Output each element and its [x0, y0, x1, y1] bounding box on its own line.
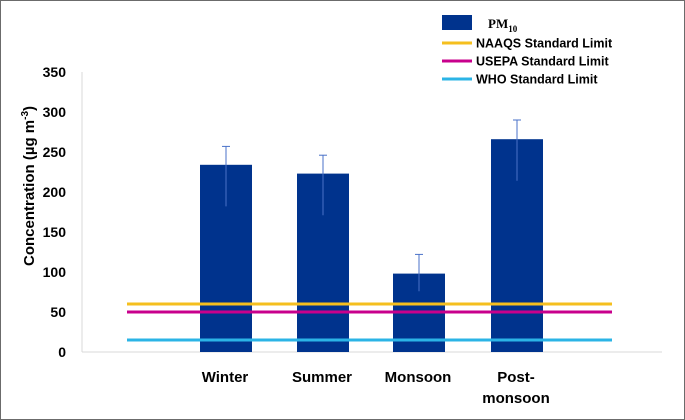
y-axis-label-close: ) — [21, 106, 38, 111]
y-tick-label: 250 — [43, 144, 67, 160]
category-label: Post-monsoon — [482, 369, 550, 407]
category-label: Summer — [292, 369, 352, 386]
y-axis-ticks: 0 50 100 150 200 250 300 350 — [43, 64, 67, 360]
category-label-line: Summer — [292, 369, 352, 386]
legend-label-pm10: PM10 — [488, 16, 518, 34]
legend-label-pm10-sub: 10 — [508, 24, 518, 34]
error-bar — [222, 145, 230, 207]
y-tick-label: 300 — [43, 104, 67, 120]
error-bar — [415, 253, 423, 292]
category-label-line: Monsoon — [385, 369, 452, 386]
category-label-line: Post- — [497, 369, 535, 386]
category-label-line: monsoon — [482, 390, 550, 407]
y-tick-label: 50 — [50, 304, 66, 320]
y-axis-label: Concentration (µg m-3) — [20, 106, 38, 266]
legend-label-usepa: USEPA Standard Limit — [476, 55, 609, 69]
category-label-line: Winter — [202, 369, 249, 386]
y-tick-label: 0 — [58, 344, 66, 360]
error-bar — [513, 119, 521, 181]
y-tick-label: 200 — [43, 184, 67, 200]
x-axis-categories: Winter Summer Monsoon Post-monsoon — [202, 369, 550, 407]
reference-lines — [127, 302, 612, 342]
y-tick-label: 100 — [43, 264, 67, 280]
y-axis-label-superscript: -3 — [20, 111, 31, 120]
y-axis-label-main: Concentration (µg m — [21, 120, 38, 266]
legend: PM10 NAAQS Standard Limit USEPA Standard L… — [442, 15, 613, 87]
category-label: Monsoon — [385, 369, 452, 386]
legend-label-pm10-base: PM — [488, 16, 508, 31]
error-bar — [319, 154, 327, 216]
y-tick-label: 150 — [43, 224, 67, 240]
category-label: Winter — [202, 369, 249, 386]
legend-label-who: WHO Standard Limit — [476, 73, 598, 87]
legend-label-naaqs: NAAQS Standard Limit — [476, 37, 613, 51]
bars — [200, 139, 543, 352]
error-bars — [222, 119, 521, 292]
legend-swatch-pm10 — [442, 15, 472, 30]
y-tick-label: 350 — [43, 64, 67, 80]
